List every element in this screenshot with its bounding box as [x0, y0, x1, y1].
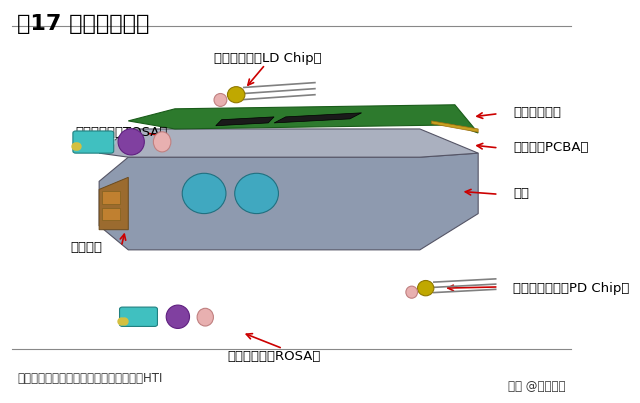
- Text: 光纤接口: 光纤接口: [70, 241, 102, 254]
- Ellipse shape: [406, 286, 417, 298]
- Ellipse shape: [166, 305, 189, 328]
- Polygon shape: [274, 113, 362, 123]
- Text: 电接口金手指: 电接口金手指: [513, 106, 561, 119]
- Ellipse shape: [182, 173, 226, 214]
- Text: 电路板（PCBA）: 电路板（PCBA）: [513, 141, 589, 154]
- Ellipse shape: [118, 129, 145, 155]
- Ellipse shape: [417, 280, 434, 296]
- Ellipse shape: [154, 132, 171, 152]
- Text: 光接收组件（ROSA）: 光接收组件（ROSA）: [227, 350, 321, 363]
- Polygon shape: [102, 191, 120, 204]
- Text: 资料来源：讯石光通信网，光通信百科，HTI: 资料来源：讯石光通信网，光通信百科，HTI: [17, 372, 163, 385]
- Text: 图17 光模块示意图: 图17 光模块示意图: [17, 14, 150, 34]
- Text: 光探测器芯片（PD Chip）: 光探测器芯片（PD Chip）: [513, 282, 630, 295]
- Ellipse shape: [197, 308, 213, 326]
- Polygon shape: [431, 121, 478, 132]
- Polygon shape: [99, 177, 128, 230]
- Polygon shape: [102, 208, 120, 220]
- Text: 头条 @未来智库: 头条 @未来智库: [508, 380, 566, 393]
- Ellipse shape: [214, 93, 227, 106]
- Ellipse shape: [235, 173, 278, 214]
- Text: 激光器芯片（LD Chip）: 激光器芯片（LD Chip）: [214, 52, 322, 65]
- Polygon shape: [99, 129, 478, 157]
- Polygon shape: [128, 105, 478, 133]
- Text: 光发射组件（TOSA）: 光发射组件（TOSA）: [76, 127, 168, 139]
- FancyBboxPatch shape: [73, 131, 114, 153]
- Polygon shape: [99, 153, 478, 250]
- FancyBboxPatch shape: [120, 307, 157, 326]
- Text: 底座: 底座: [513, 187, 529, 200]
- Ellipse shape: [227, 87, 245, 103]
- Polygon shape: [216, 117, 274, 126]
